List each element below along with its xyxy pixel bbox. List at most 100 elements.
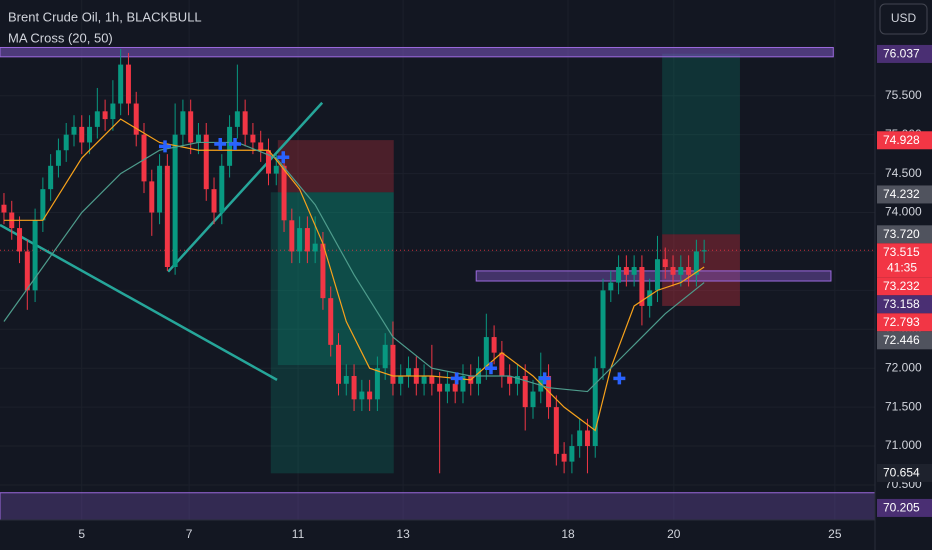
candle-body (647, 290, 653, 306)
trendline (0, 223, 278, 381)
candle-body (452, 383, 458, 392)
candle-body (351, 375, 357, 400)
price-badge-label: 70.205 (883, 501, 920, 515)
candle-body (444, 383, 450, 392)
candle-body (55, 150, 61, 166)
x-tick-label: 13 (396, 527, 410, 541)
candle-body (125, 64, 131, 104)
candle-body (265, 150, 271, 174)
ma-cross-marker (484, 362, 497, 375)
candle-body (118, 64, 124, 104)
candle-body (289, 220, 295, 252)
candle-body (180, 111, 186, 135)
ma-cross-marker (229, 138, 242, 151)
candle-body (281, 165, 287, 221)
currency-button[interactable] (879, 3, 928, 35)
plot-area (0, 46, 876, 521)
price-badge (877, 313, 932, 332)
candle-body (234, 111, 240, 127)
candle-body (406, 368, 412, 376)
x-tick-label: 18 (561, 527, 575, 541)
candle-body (242, 111, 248, 135)
candle-body (164, 165, 170, 268)
currency-label[interactable]: USD (891, 11, 917, 25)
indicator-label: MA Cross (20, 50) (8, 30, 113, 45)
ma-cross-marker (450, 372, 463, 385)
candle-body (367, 391, 373, 400)
y-tick-label: 72.000 (885, 360, 922, 374)
ma-cross-marker (159, 140, 172, 153)
candle-body (654, 259, 660, 291)
price-badge-label: 70.654 (883, 466, 920, 480)
candle-body (79, 126, 85, 143)
candle-body (328, 298, 334, 345)
candle-body (374, 368, 380, 400)
price-badge (877, 185, 932, 204)
candle-body (188, 111, 194, 143)
candle-body (639, 267, 645, 306)
candle-body (94, 111, 100, 127)
candle-body (40, 189, 46, 221)
candle-body (670, 267, 676, 275)
candle-body (203, 134, 209, 190)
candle-body (343, 375, 349, 384)
x-tick-label: 11 (292, 527, 305, 541)
candle-body (304, 228, 310, 252)
candle-body (1, 204, 7, 213)
price-zone (277, 192, 394, 366)
candle-body (600, 290, 606, 369)
ma-cross-marker (214, 138, 227, 151)
candle-body (623, 267, 629, 275)
candle-body (390, 344, 396, 384)
candle-body (110, 103, 116, 120)
price-axis: 70.50071.00071.50072.00072.50073.00073.5… (877, 44, 932, 517)
candle-body (608, 282, 614, 291)
price-badge-label: 72.793 (883, 315, 920, 329)
candle-body (382, 344, 388, 369)
candle-body (631, 267, 637, 275)
trendline (167, 101, 324, 273)
candle-body (297, 228, 303, 252)
x-tick-label: 20 (667, 527, 681, 541)
moving-average (3, 118, 705, 432)
price-badge-label: 74.928 (883, 133, 920, 147)
candle-body (491, 337, 497, 353)
candle-body (569, 446, 575, 462)
price-badge (877, 498, 932, 517)
x-tick-label: 5 (78, 527, 85, 541)
price-zone (475, 270, 832, 282)
price-badge-label: 73.232 (883, 279, 920, 293)
y-tick-label: 74.500 (885, 166, 922, 180)
candle-body (359, 391, 365, 400)
candle-body (63, 134, 69, 151)
candle-body (561, 453, 567, 462)
candle-body (219, 165, 225, 213)
candle-body (312, 243, 318, 252)
candle-body (701, 250, 707, 252)
candle-body (460, 375, 466, 392)
candle-body (17, 228, 23, 252)
price-zone (0, 492, 876, 521)
ma-cross-marker (538, 372, 551, 385)
candle-body (87, 126, 93, 143)
price-badge (877, 44, 932, 63)
candle-body (273, 165, 279, 174)
price-badge (877, 243, 932, 278)
price-badge-label: 73.515 (883, 245, 920, 259)
candle-body (437, 383, 443, 392)
candle-body (499, 352, 505, 376)
chart-title: Brent Crude Oil, 1h, BLACKBULL (8, 9, 202, 24)
candle-body (616, 267, 622, 283)
candle-body (195, 134, 201, 143)
candle-body (592, 368, 598, 447)
candle-body (507, 375, 513, 384)
price-badge-label: 74.232 (883, 187, 920, 201)
price-badge-label: 73.720 (883, 227, 920, 241)
candle-body (553, 407, 559, 454)
candle-body (149, 181, 155, 213)
y-tick-label: 71.000 (885, 438, 922, 452)
candle-body (102, 111, 108, 120)
price-badge (877, 225, 932, 244)
price-badge (877, 277, 932, 296)
